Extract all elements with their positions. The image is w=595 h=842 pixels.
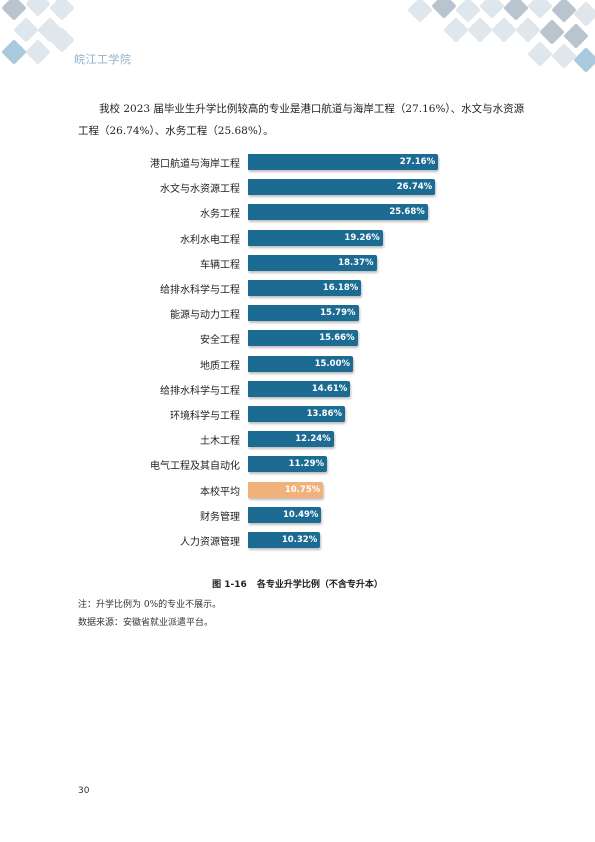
bar-value-label: 10.32% xyxy=(281,535,318,545)
bar-label: 水文与水资源工程 xyxy=(160,184,240,196)
major-further-study-chart: 港口航道与海岸工程 27.16% 水文与水资源工程 26.74% 水务工程 25.68% 水… xyxy=(0,150,595,550)
bar-value-label: 13.86% xyxy=(306,409,343,419)
bar-label: 电气工程及其自动化 xyxy=(150,461,240,473)
bar: 25.68% xyxy=(248,204,428,221)
decor-square xyxy=(26,40,50,64)
decor-square xyxy=(492,18,516,42)
bar-value-label: 11.29% xyxy=(288,459,325,470)
bar: 27.16% xyxy=(248,154,439,170)
bar: 12.24% xyxy=(248,431,334,448)
bar-label: 港口航道与海岸工程 xyxy=(150,159,240,170)
bar-value-label: 15.66% xyxy=(319,333,355,344)
bar-highlight: 10.75% xyxy=(248,481,324,498)
bar-value-label: 10.49% xyxy=(283,509,319,520)
bar-value-label: 15.79% xyxy=(320,308,356,319)
bar-value-label: 25.68% xyxy=(389,207,425,218)
decor-square xyxy=(540,20,564,44)
page-number: 30 xyxy=(78,786,90,796)
decor-square xyxy=(574,2,595,26)
bar-value-label: 12.24% xyxy=(295,434,331,445)
bar: 14.61% xyxy=(248,380,351,397)
bar-label: 车辆工程 xyxy=(200,259,240,271)
decor-square xyxy=(468,18,492,42)
decor-square xyxy=(564,24,588,48)
decor-square xyxy=(50,0,74,20)
bar-label: 地质工程 xyxy=(200,360,240,372)
decor-square xyxy=(408,0,432,22)
bar-label: 财务管理 xyxy=(200,511,240,523)
bar: 16.18% xyxy=(248,280,362,296)
bar-label: 人力资源管理 xyxy=(180,537,240,548)
bar: 15.79% xyxy=(248,305,359,322)
bar: 19.26% xyxy=(248,229,383,246)
decor-square xyxy=(50,28,74,52)
decor-square xyxy=(456,0,480,22)
figure-title: 各专业升学比例（不含专升本） xyxy=(256,580,383,590)
figure-number: 图 1-16 xyxy=(212,580,247,590)
bar: 10.49% xyxy=(248,506,322,523)
decor-square xyxy=(444,18,468,42)
decor-square xyxy=(480,0,504,18)
decor-square xyxy=(552,0,576,22)
bar-value-label: 18.37% xyxy=(338,257,374,268)
decor-square xyxy=(528,0,552,18)
decor-square xyxy=(552,44,576,68)
decor-square xyxy=(574,48,595,72)
decor-square xyxy=(26,0,50,16)
decor-square xyxy=(432,0,456,18)
bar: 26.74% xyxy=(248,179,436,196)
bar-label: 水利水电工程 xyxy=(180,234,240,246)
intro-paragraph: 我校 2023 届毕业生升学比例较高的专业是港口航道与海岸工程（27.16%）、… xyxy=(78,103,525,137)
decor-square xyxy=(516,18,540,42)
bar: 10.32% xyxy=(248,532,321,548)
bar: 18.37% xyxy=(248,254,377,271)
bar-value-label: 19.26% xyxy=(344,232,380,243)
decor-square xyxy=(2,0,26,20)
bar-label: 安全工程 xyxy=(200,335,240,347)
bar: 11.29% xyxy=(248,456,328,473)
decor-square xyxy=(14,18,38,42)
decor-square xyxy=(2,40,26,64)
bar-value-label: 10.75% xyxy=(284,484,321,495)
bar: 15.66% xyxy=(248,330,358,347)
bar: 15.00% xyxy=(248,355,353,372)
bar-label: 给排水科学与工程 xyxy=(160,385,240,397)
data-source-note: 数据来源：安徽省就业派遣平台。 xyxy=(78,618,214,628)
bar-value-label: 27.16% xyxy=(399,157,436,167)
bar-label: 能源与动力工程 xyxy=(170,310,240,322)
bar-value-label: 15.00% xyxy=(314,358,350,369)
bar-value-label: 26.74% xyxy=(396,182,433,193)
decor-square xyxy=(528,42,552,66)
bar-label: 土木工程 xyxy=(200,436,240,448)
bar-label: 环境科学与工程 xyxy=(170,411,240,422)
bar-value-label: 14.61% xyxy=(311,383,348,394)
bar-label: 本校平均 xyxy=(200,486,240,498)
bar-label: 水务工程 xyxy=(200,209,240,221)
decor-square xyxy=(504,0,528,20)
institution-name: 皖江工学院 xyxy=(74,53,132,66)
chart-note: 注：升学比例为 0%的专业不展示。 xyxy=(78,600,222,610)
figure-caption: 图 1-16 各专业升学比例（不含专升本） xyxy=(0,577,595,590)
bar-label: 给排水科学与工程 xyxy=(160,285,240,296)
bar-value-label: 16.18% xyxy=(322,283,359,293)
header-decoration xyxy=(2,0,595,72)
bar: 13.86% xyxy=(248,406,346,422)
